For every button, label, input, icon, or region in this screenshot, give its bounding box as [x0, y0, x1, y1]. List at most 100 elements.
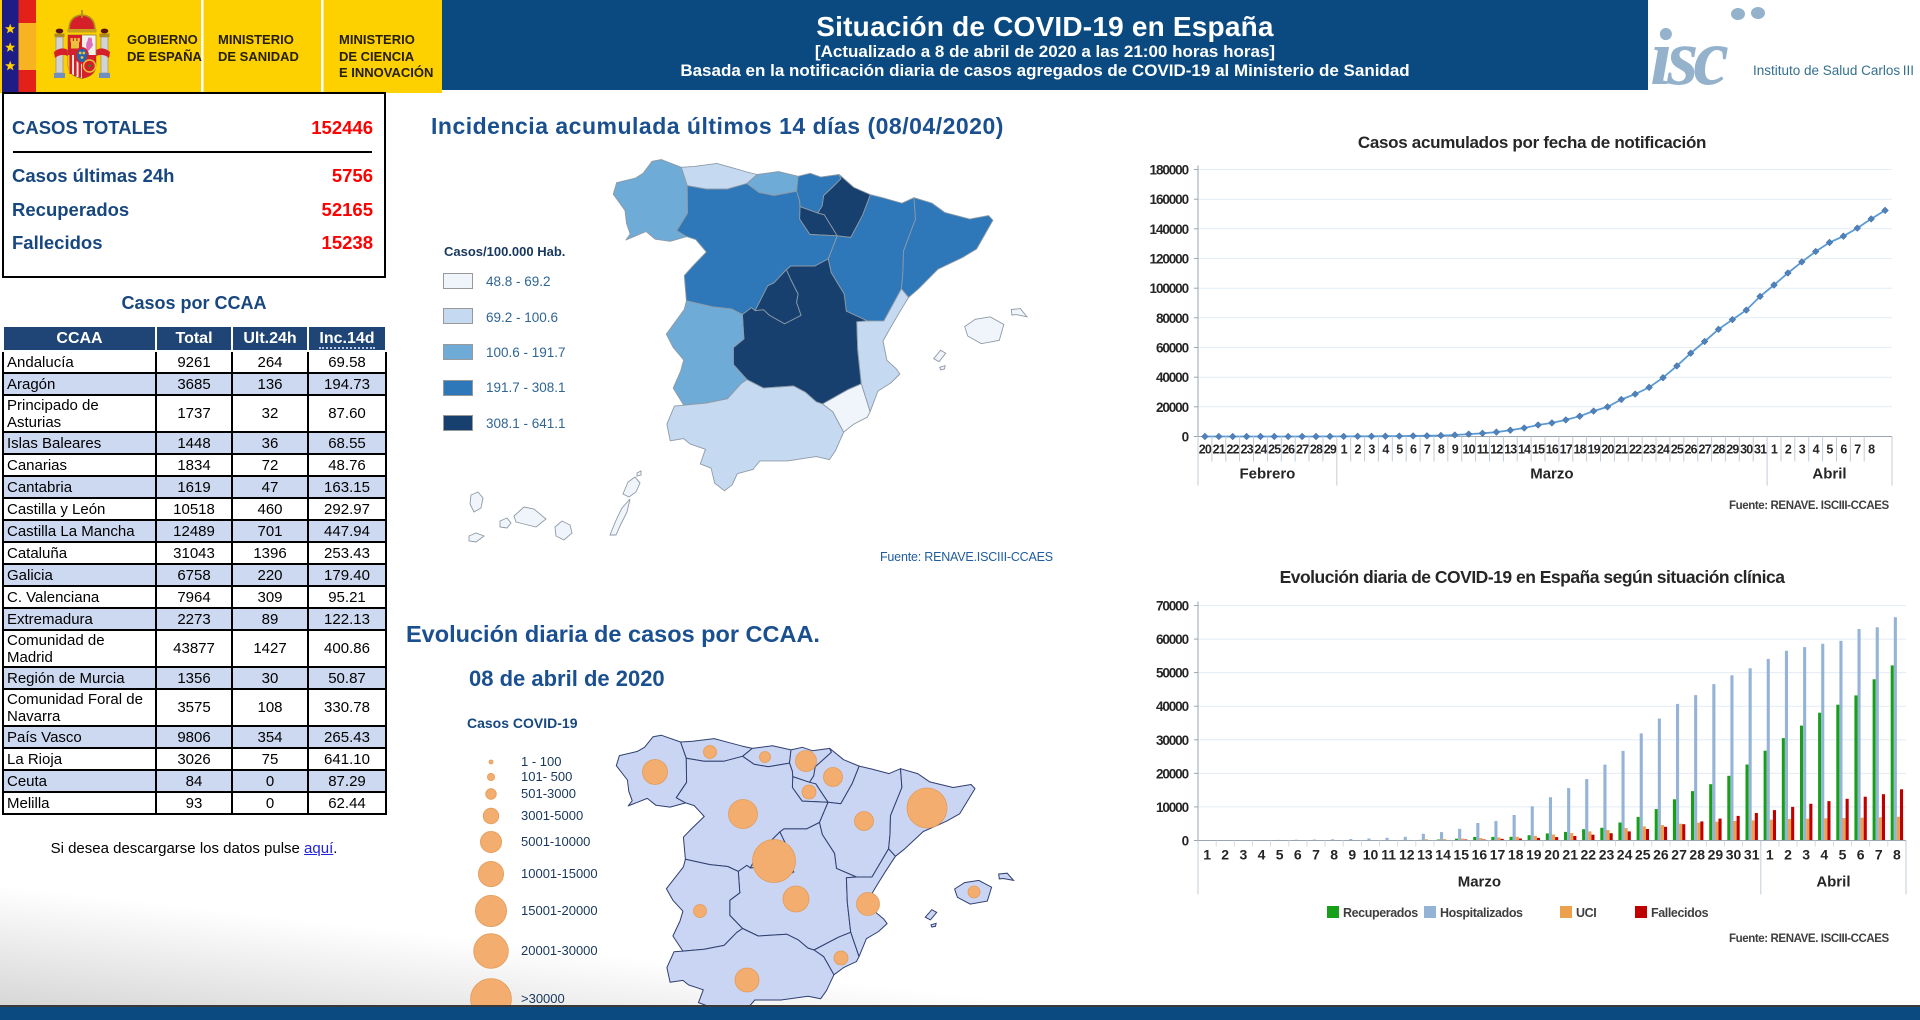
svg-text:5: 5	[1276, 847, 1284, 863]
svg-text:6: 6	[1840, 443, 1847, 457]
svg-text:2: 2	[1784, 847, 1792, 863]
svg-text:4: 4	[1813, 443, 1820, 457]
svg-text:8: 8	[1868, 443, 1875, 457]
svg-text:6: 6	[1410, 443, 1417, 457]
svg-text:21: 21	[1213, 443, 1226, 457]
svg-text:8: 8	[1438, 443, 1445, 457]
svg-text:31: 31	[1754, 443, 1767, 457]
svg-text:22: 22	[1629, 443, 1642, 457]
svg-text:160000: 160000	[1150, 192, 1189, 207]
svg-text:20: 20	[1199, 443, 1212, 457]
svg-text:120000: 120000	[1150, 252, 1189, 267]
svg-text:1: 1	[1771, 443, 1778, 457]
svg-text:12: 12	[1399, 847, 1415, 863]
svg-text:19: 19	[1526, 847, 1542, 863]
svg-text:25: 25	[1671, 443, 1684, 457]
svg-text:3: 3	[1240, 847, 1248, 863]
svg-text:26: 26	[1282, 443, 1295, 457]
svg-text:28: 28	[1310, 443, 1323, 457]
svg-text:23: 23	[1240, 443, 1253, 457]
svg-text:27: 27	[1296, 443, 1309, 457]
svg-text:27: 27	[1698, 443, 1711, 457]
svg-text:7: 7	[1424, 443, 1431, 457]
svg-text:60000: 60000	[1156, 632, 1189, 647]
svg-text:10: 10	[1463, 443, 1476, 457]
svg-text:3: 3	[1368, 443, 1375, 457]
svg-text:Recuperados: Recuperados	[1343, 906, 1418, 920]
svg-text:21: 21	[1562, 847, 1578, 863]
svg-text:5: 5	[1826, 443, 1833, 457]
svg-text:80000: 80000	[1156, 311, 1189, 326]
svg-text:26: 26	[1685, 443, 1698, 457]
svg-text:30000: 30000	[1156, 733, 1189, 748]
svg-text:9: 9	[1452, 443, 1459, 457]
svg-text:28: 28	[1712, 443, 1725, 457]
svg-text:26: 26	[1653, 847, 1669, 863]
svg-text:9: 9	[1348, 847, 1356, 863]
svg-text:3: 3	[1799, 443, 1806, 457]
svg-text:21: 21	[1615, 443, 1628, 457]
svg-text:11: 11	[1381, 847, 1396, 863]
svg-text:Febrero: Febrero	[1239, 466, 1295, 483]
svg-text:7: 7	[1312, 847, 1320, 863]
svg-text:1: 1	[1341, 443, 1348, 457]
svg-text:24: 24	[1254, 443, 1267, 457]
svg-text:25: 25	[1635, 847, 1651, 863]
svg-text:Fallecidos: Fallecidos	[1651, 906, 1709, 920]
svg-text:40000: 40000	[1156, 370, 1189, 385]
svg-text:14: 14	[1518, 443, 1531, 457]
svg-text:15: 15	[1453, 847, 1469, 863]
svg-text:19: 19	[1587, 443, 1600, 457]
svg-text:4: 4	[1258, 847, 1266, 863]
svg-text:Marzo: Marzo	[1530, 466, 1573, 483]
svg-text:Abril: Abril	[1812, 466, 1846, 483]
svg-text:11: 11	[1477, 443, 1489, 457]
svg-text:4: 4	[1382, 443, 1389, 457]
svg-text:23: 23	[1643, 443, 1656, 457]
svg-text:70000: 70000	[1156, 599, 1189, 614]
svg-text:22: 22	[1581, 847, 1597, 863]
svg-text:50000: 50000	[1156, 666, 1189, 681]
svg-text:Marzo: Marzo	[1458, 874, 1501, 891]
svg-text:13: 13	[1417, 847, 1433, 863]
svg-text:29: 29	[1726, 443, 1739, 457]
svg-text:isc: isc	[1650, 14, 1728, 102]
svg-text:7: 7	[1875, 847, 1883, 863]
svg-text:0: 0	[1182, 430, 1189, 445]
svg-text:23: 23	[1599, 847, 1615, 863]
svg-text:17: 17	[1490, 847, 1506, 863]
svg-text:17: 17	[1560, 443, 1573, 457]
svg-text:27: 27	[1671, 847, 1687, 863]
svg-text:18: 18	[1508, 847, 1524, 863]
svg-text:Hospitalizados: Hospitalizados	[1440, 906, 1523, 920]
svg-text:10: 10	[1363, 847, 1379, 863]
svg-text:100000: 100000	[1150, 281, 1189, 296]
svg-text:12: 12	[1490, 443, 1503, 457]
svg-text:20: 20	[1601, 443, 1614, 457]
svg-text:30: 30	[1726, 847, 1742, 863]
svg-text:2: 2	[1785, 443, 1792, 457]
svg-text:16: 16	[1546, 443, 1559, 457]
svg-text:30: 30	[1740, 443, 1753, 457]
svg-text:3: 3	[1802, 847, 1810, 863]
svg-text:14: 14	[1435, 847, 1451, 863]
svg-text:18: 18	[1574, 443, 1587, 457]
svg-text:20: 20	[1544, 847, 1560, 863]
svg-text:29: 29	[1708, 847, 1724, 863]
svg-text:2: 2	[1221, 847, 1229, 863]
svg-text:7: 7	[1854, 443, 1861, 457]
svg-text:1: 1	[1203, 847, 1211, 863]
svg-text:140000: 140000	[1150, 222, 1189, 237]
svg-text:0: 0	[1182, 834, 1189, 849]
svg-text:10000: 10000	[1156, 800, 1189, 815]
svg-text:Abril: Abril	[1816, 874, 1850, 891]
svg-text:13: 13	[1504, 443, 1517, 457]
svg-text:6: 6	[1857, 847, 1865, 863]
svg-text:40000: 40000	[1156, 699, 1189, 714]
svg-text:24: 24	[1617, 847, 1633, 863]
svg-text:20000: 20000	[1156, 400, 1189, 415]
svg-text:24: 24	[1657, 443, 1670, 457]
svg-text:UCI: UCI	[1576, 906, 1596, 920]
svg-text:20000: 20000	[1156, 766, 1189, 781]
svg-text:2: 2	[1355, 443, 1362, 457]
